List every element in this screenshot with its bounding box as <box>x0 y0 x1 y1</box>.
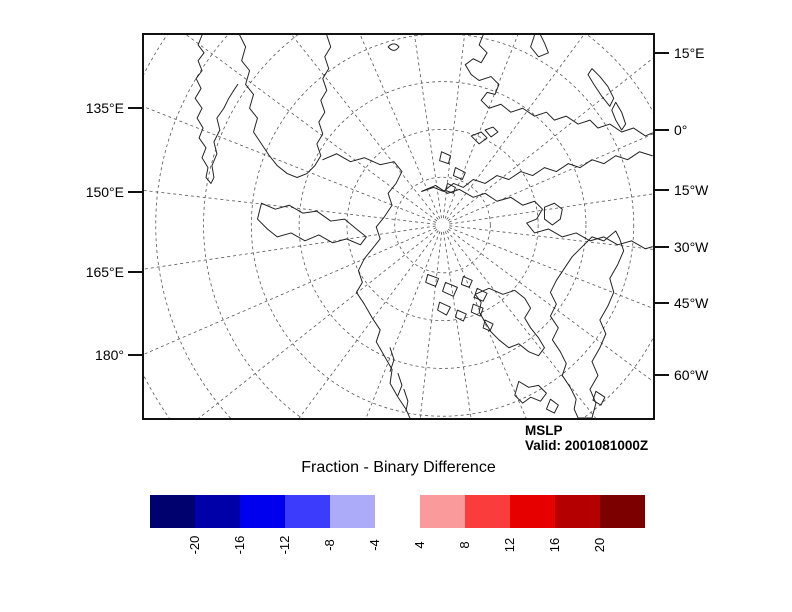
colorbar-label-neg20: -20 <box>187 535 202 555</box>
coastline-island-white-sea <box>543 202 563 226</box>
annotation-valid-time: Valid: 2001081000Z <box>525 438 649 453</box>
tick-60w <box>654 374 669 376</box>
coastline-svalbard-cluster <box>425 274 494 332</box>
coastline-severnaya-islets <box>439 151 466 194</box>
tick-30w <box>654 246 669 248</box>
axis-label-180: 180° <box>95 347 124 363</box>
colorbar-label-pos8: 8 <box>457 541 472 549</box>
colorbar-label-neg8: -8 <box>322 539 337 551</box>
colorbar-cell <box>240 495 285 528</box>
coastline-okhotsk-blob <box>239 35 332 179</box>
coastline-chukotka <box>256 202 367 246</box>
coastline-russia-south <box>421 184 653 250</box>
annotation-variable: MSLP <box>525 423 563 438</box>
coastline-central-mass <box>322 153 411 418</box>
axis-label-0: 0° <box>674 122 688 138</box>
plot-annotation: MSLP Valid: 2001081000Z <box>525 423 648 453</box>
coastline-fjord-notch <box>530 35 549 58</box>
colorbar-cell <box>465 495 510 528</box>
coastline-small-islets-north <box>470 126 499 145</box>
colorbar-label-neg16: -16 <box>232 535 247 555</box>
coastline-uk-islets <box>514 380 606 414</box>
colorbar-label-pos20: 20 <box>592 537 607 553</box>
colorbar-label-neg4: -4 <box>367 539 382 551</box>
coastlines <box>194 35 653 418</box>
tick-15w <box>654 189 669 191</box>
tick-165e <box>128 271 143 273</box>
coastline-top-right <box>464 35 653 137</box>
tick-180 <box>128 354 143 356</box>
colorbar-cell <box>420 495 465 528</box>
tick-45w <box>654 302 669 304</box>
colorbar-cell <box>195 495 240 528</box>
axis-label-165e: 165°E <box>85 264 124 280</box>
axis-label-15e: 15°E <box>674 45 705 61</box>
colorbar-negative <box>150 495 375 528</box>
colorbar-label-pos4: 4 <box>412 541 427 549</box>
tick-15e <box>654 52 669 54</box>
axis-label-30w: 30°W <box>674 239 709 255</box>
coastline-novaya-zemlya <box>587 68 627 131</box>
colorbar-cell <box>150 495 195 528</box>
map-svg <box>144 35 653 418</box>
colorbar-label-neg12: -12 <box>277 535 292 555</box>
colorbar-label-pos16: 16 <box>547 537 562 553</box>
colorbar-cell <box>555 495 600 528</box>
tick-150e <box>128 191 143 193</box>
colorbar-cell <box>285 495 330 528</box>
colorbar-positive <box>420 495 645 528</box>
colorbar-cell <box>330 495 375 528</box>
axis-label-135e: 135°E <box>85 100 124 116</box>
coastline-kamchatka <box>194 35 239 184</box>
axis-label-60w: 60°W <box>674 367 709 383</box>
tick-135e <box>128 107 143 109</box>
coastline-tiny-island <box>387 43 400 51</box>
coastline-greenland <box>549 230 625 418</box>
colorbar-label-pos12: 12 <box>502 537 517 553</box>
axis-label-45w: 45°W <box>674 295 709 311</box>
map-plot-area <box>142 33 655 420</box>
figure-title: Fraction - Binary Difference <box>301 459 496 476</box>
graticule-dashed-grid <box>144 35 653 418</box>
colorbar-cell <box>510 495 555 528</box>
colorbar-cell <box>600 495 645 528</box>
coastline-scandinavia <box>474 287 545 357</box>
axis-label-150e: 150°E <box>85 184 124 200</box>
axis-label-15w: 15°W <box>674 182 709 198</box>
tick-0 <box>654 129 669 131</box>
coastline-islets-strip <box>389 347 409 412</box>
coastline-russia-north <box>421 151 653 192</box>
